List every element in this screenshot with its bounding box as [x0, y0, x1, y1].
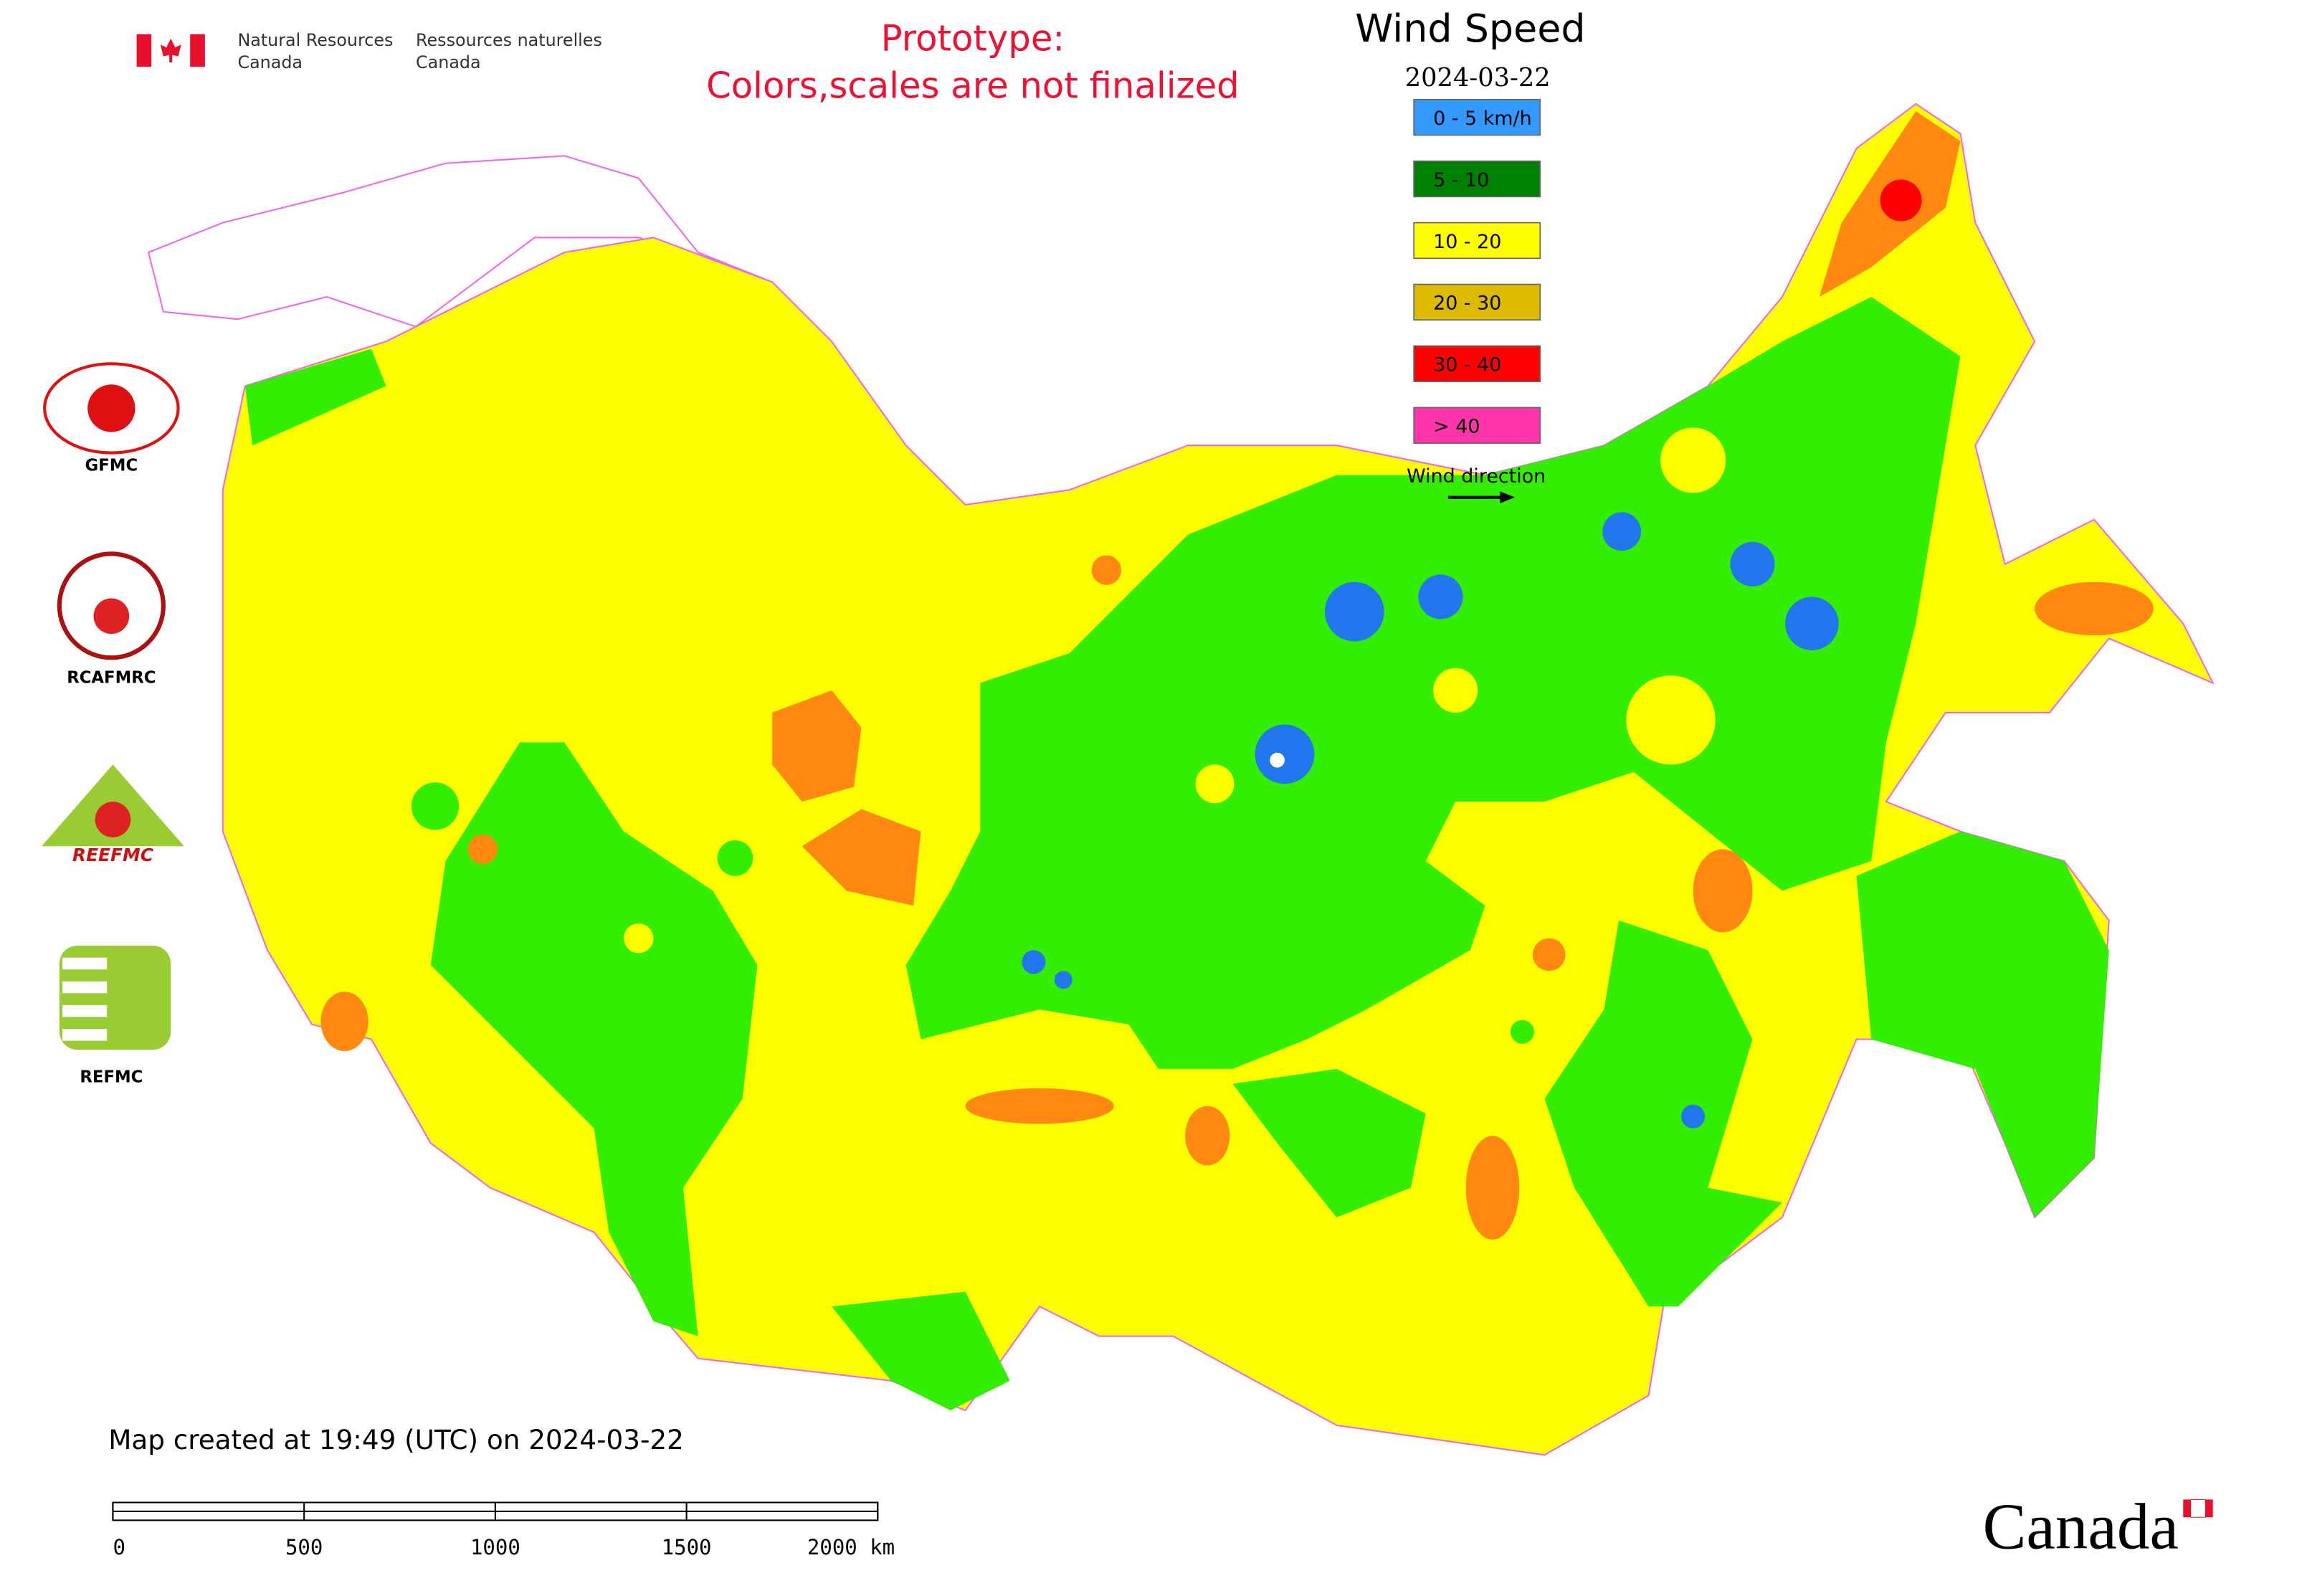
- legend-swatch: [1413, 345, 1541, 382]
- wind-arrow: [1447, 491, 1516, 503]
- legend-swatch: [1413, 160, 1541, 198]
- notice: Prototype:: [881, 17, 1065, 59]
- agency-en: Canada: [237, 52, 303, 72]
- canada-flag: [136, 34, 205, 67]
- logo-label: RCAFMRC: [67, 669, 156, 688]
- legend-title: Wind Speed: [1355, 6, 1585, 51]
- agency-fr: Canada: [416, 52, 481, 72]
- legend-label: 0 - 5 km/h: [1433, 108, 1532, 130]
- legend-label: 10 - 20: [1433, 231, 1501, 253]
- logo-label: REFMC: [80, 1068, 143, 1087]
- wordmark-flag: [2183, 1498, 2213, 1518]
- legend-swatch: [1413, 283, 1541, 321]
- canada-wordmark: Canada: [1983, 1491, 2179, 1563]
- scale-bar: 0 500 1000 1500 2000 km: [112, 1501, 895, 1559]
- gfmc-logo: [43, 362, 180, 455]
- legend-label: 30 - 40: [1433, 354, 1501, 376]
- agency-en: Natural Resources: [237, 30, 393, 50]
- map: [147, 103, 2215, 1456]
- created-note: Map created at 19:49 (UTC) on 2024-03-22: [108, 1424, 684, 1455]
- legend-swatch: [1413, 222, 1541, 260]
- notice: Colors,scales are not finalized: [706, 65, 1240, 107]
- reefmc-logo: [42, 764, 184, 847]
- scale-label: 2000 km: [807, 1535, 895, 1559]
- logo-label: GFMC: [85, 456, 138, 475]
- agency-fr: Ressources naturelles: [416, 30, 602, 50]
- legend-label: 5 - 10: [1433, 169, 1489, 191]
- scale-label: 1000: [470, 1535, 520, 1559]
- legend-date: 2024-03-22: [1405, 63, 1551, 92]
- legend-swatch: [1413, 98, 1541, 136]
- refmc-logo: [59, 946, 171, 1050]
- rcafmrc-logo: [57, 551, 166, 660]
- scale-label: 0: [113, 1535, 125, 1559]
- logo-label: REEFMC: [72, 845, 153, 865]
- scale-label: 1500: [662, 1535, 712, 1559]
- legend-label: 20 - 30: [1433, 293, 1501, 315]
- legend: 0 - 5 km/h 5 - 10 10 - 20 20 - 30 30 - 40 > 4…: [1413, 98, 1541, 444]
- wind-direction-label: Wind direction: [1407, 465, 1546, 488]
- legend-label: > 40: [1433, 416, 1480, 438]
- scale-label: 500: [285, 1535, 323, 1559]
- legend-swatch: [1413, 407, 1541, 444]
